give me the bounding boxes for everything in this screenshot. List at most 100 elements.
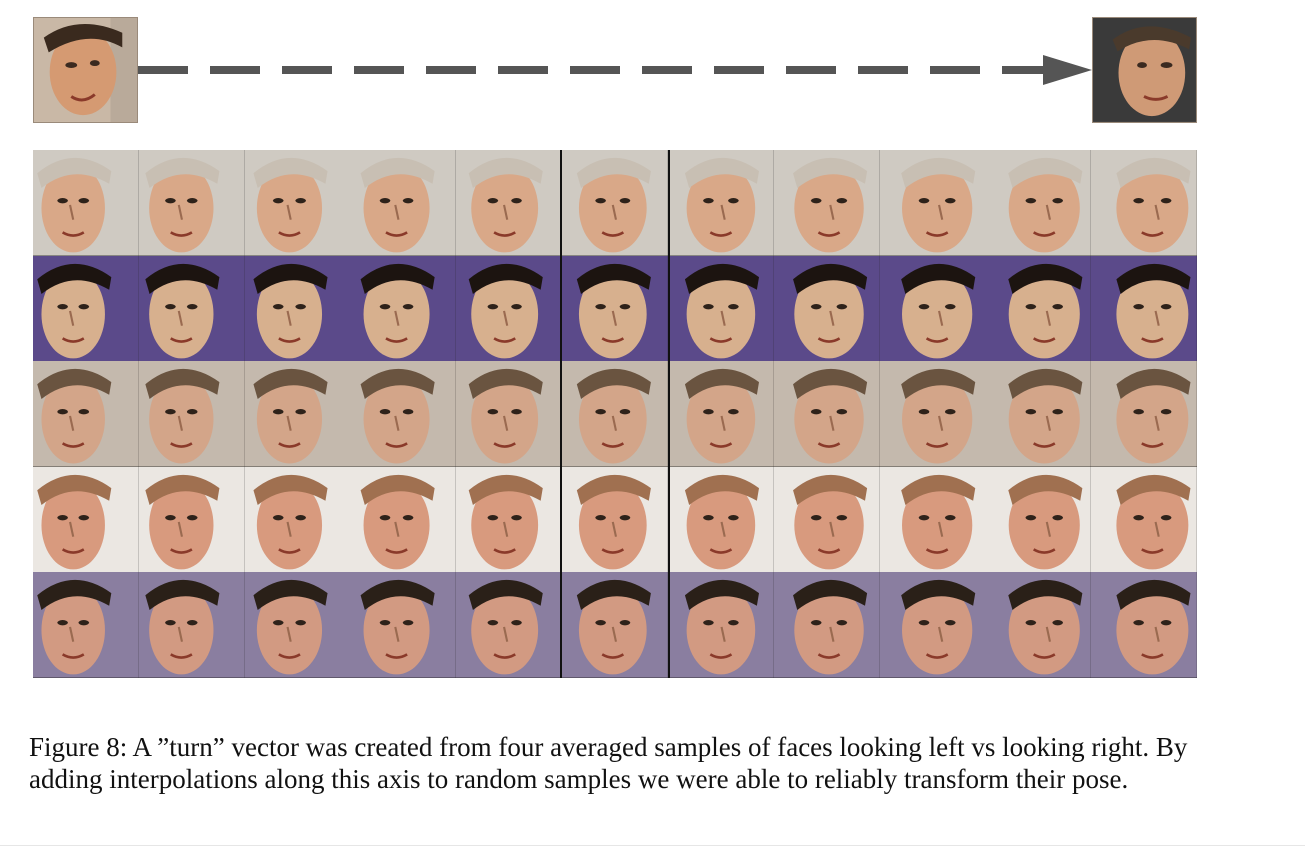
face-portrait bbox=[244, 255, 351, 362]
face-portrait bbox=[879, 255, 986, 362]
face-portrait bbox=[879, 572, 986, 678]
face-tile bbox=[456, 255, 563, 362]
face-portrait bbox=[244, 466, 351, 573]
face-tile bbox=[138, 150, 245, 256]
face-tile bbox=[350, 361, 457, 467]
face-tile bbox=[667, 466, 774, 573]
face-portrait bbox=[244, 150, 351, 256]
face-tile bbox=[985, 361, 1092, 467]
face-tile bbox=[773, 572, 880, 678]
face-portrait bbox=[562, 466, 668, 573]
face-tile bbox=[879, 572, 986, 678]
face-portrait bbox=[562, 150, 668, 256]
face-portrait bbox=[1091, 572, 1197, 678]
face-tile bbox=[1091, 466, 1197, 573]
face-tile bbox=[244, 361, 351, 467]
face-tile bbox=[879, 466, 986, 573]
face-portrait bbox=[350, 572, 457, 678]
face-tile bbox=[244, 466, 351, 573]
face-portrait bbox=[667, 150, 774, 256]
face-portrait bbox=[456, 255, 563, 362]
face-tile bbox=[33, 466, 139, 573]
target-face-portrait bbox=[1093, 18, 1196, 122]
face-tile bbox=[562, 361, 668, 467]
face-tile bbox=[773, 150, 880, 256]
face-tile bbox=[33, 150, 139, 256]
face-portrait bbox=[667, 572, 774, 678]
face-portrait bbox=[773, 150, 880, 256]
face-portrait bbox=[773, 255, 880, 362]
face-portrait bbox=[773, 361, 880, 467]
face-tile bbox=[244, 255, 351, 362]
face-portrait bbox=[667, 255, 774, 362]
face-portrait bbox=[667, 361, 774, 467]
face-tile bbox=[773, 255, 880, 362]
face-portrait bbox=[985, 150, 1092, 256]
face-tile bbox=[667, 150, 774, 256]
face-portrait bbox=[1091, 361, 1197, 467]
face-portrait bbox=[138, 466, 245, 573]
face-portrait bbox=[138, 572, 245, 678]
face-portrait bbox=[456, 572, 563, 678]
face-tile bbox=[456, 150, 563, 256]
face-portrait bbox=[456, 361, 563, 467]
face-tile bbox=[562, 255, 668, 362]
face-tile bbox=[138, 466, 245, 573]
face-portrait bbox=[138, 150, 245, 256]
face-tile bbox=[456, 361, 563, 467]
face-tile bbox=[138, 361, 245, 467]
face-tile bbox=[350, 572, 457, 678]
face-portrait bbox=[879, 361, 986, 467]
face-tile bbox=[456, 466, 563, 573]
face-portrait bbox=[244, 572, 351, 678]
face-tile bbox=[1091, 150, 1197, 256]
face-tile bbox=[879, 255, 986, 362]
face-portrait bbox=[350, 361, 457, 467]
face-portrait bbox=[879, 466, 986, 573]
face-tile bbox=[244, 150, 351, 256]
face-tile bbox=[879, 361, 986, 467]
face-portrait bbox=[350, 466, 457, 573]
face-portrait bbox=[985, 466, 1092, 573]
grid-divider-right bbox=[668, 150, 670, 678]
target-face-image bbox=[1092, 17, 1197, 123]
face-portrait bbox=[33, 150, 139, 256]
face-tile bbox=[33, 361, 139, 467]
turn-vector-arrow bbox=[138, 55, 1092, 85]
face-tile bbox=[1091, 572, 1197, 678]
face-tile bbox=[985, 572, 1092, 678]
face-tile bbox=[244, 572, 351, 678]
face-tile bbox=[773, 466, 880, 573]
face-portrait bbox=[1091, 255, 1197, 362]
face-tile bbox=[985, 255, 1092, 362]
grid-divider-left bbox=[560, 150, 562, 678]
face-portrait bbox=[562, 572, 668, 678]
face-portrait bbox=[138, 255, 245, 362]
face-tile bbox=[456, 572, 563, 678]
face-portrait bbox=[33, 361, 139, 467]
face-tile bbox=[138, 572, 245, 678]
face-portrait bbox=[244, 361, 351, 467]
face-tile bbox=[562, 150, 668, 256]
face-portrait bbox=[33, 572, 139, 678]
face-portrait bbox=[879, 150, 986, 256]
face-tile bbox=[562, 466, 668, 573]
page-bottom-rule bbox=[0, 845, 1305, 846]
face-portrait bbox=[33, 255, 139, 362]
figure-caption: Figure 8: A ”turn” vector was created fr… bbox=[29, 732, 1188, 794]
face-tile bbox=[773, 361, 880, 467]
face-tile bbox=[1091, 255, 1197, 362]
face-portrait bbox=[985, 572, 1092, 678]
face-tile bbox=[667, 255, 774, 362]
face-tile bbox=[33, 255, 139, 362]
face-portrait bbox=[985, 255, 1092, 362]
face-tile bbox=[985, 466, 1092, 573]
face-portrait bbox=[562, 361, 668, 467]
face-tile bbox=[33, 572, 139, 678]
face-portrait bbox=[456, 150, 563, 256]
face-portrait bbox=[350, 255, 457, 362]
face-tile bbox=[667, 361, 774, 467]
face-portrait bbox=[138, 361, 245, 467]
face-tile bbox=[350, 150, 457, 256]
face-portrait bbox=[985, 361, 1092, 467]
